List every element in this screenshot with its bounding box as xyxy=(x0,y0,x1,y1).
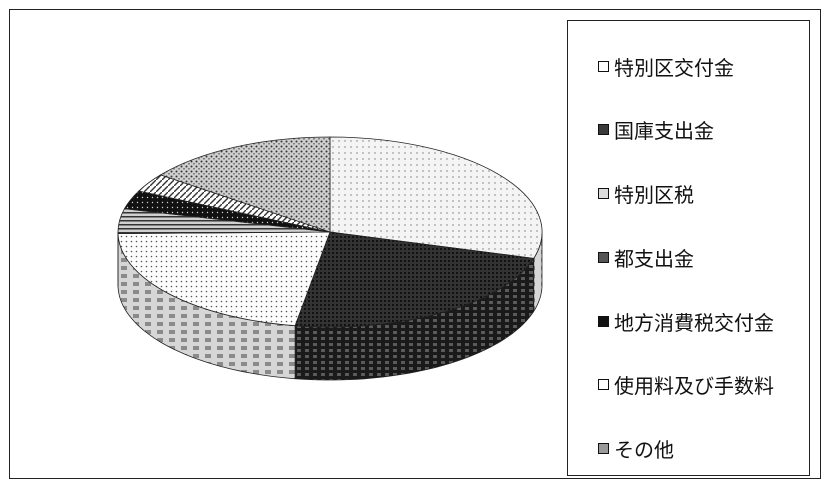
legend-label: 都支出金 xyxy=(614,246,694,271)
legend-item-other: その他 xyxy=(598,433,674,463)
legend-item-special-ward-grant: 特別区交付金 xyxy=(598,51,734,81)
legend-swatch xyxy=(598,123,609,135)
legend-swatch xyxy=(598,60,609,72)
legend-label: 特別区交付金 xyxy=(614,55,734,80)
pie-slices xyxy=(117,136,543,381)
legend-item-fees: 使用料及び手数料 xyxy=(598,369,774,399)
legend-swatch xyxy=(598,315,609,327)
legend-swatch xyxy=(598,251,609,263)
legend-label: 国庫支出金 xyxy=(614,118,714,143)
legend-label: その他 xyxy=(614,437,674,462)
chart-legend: 特別区交付金 国庫支出金特別区税都支出金地方消費税交付金 使用料及び手数料 その他 xyxy=(567,20,810,476)
legend-swatch xyxy=(598,187,609,199)
legend-label: 特別区税 xyxy=(614,182,694,207)
pie-slice-special-ward-grant xyxy=(329,136,543,259)
pie-slice-other xyxy=(159,136,331,233)
pie-chart xyxy=(117,136,543,381)
legend-swatch xyxy=(598,442,609,454)
legend-label: 使用料及び手数料 xyxy=(614,373,774,398)
legend-item-local-consumption-tax: 地方消費税交付金 xyxy=(598,306,774,336)
pie-slice-special-ward-tax xyxy=(117,231,331,327)
pie-slice-national-treasury xyxy=(294,231,535,328)
legend-swatch xyxy=(598,378,609,390)
legend-label: 地方消費税交付金 xyxy=(614,310,774,335)
legend-item-national-treasury: 国庫支出金 xyxy=(598,114,714,144)
legend-item-metro-expenditure: 都支出金 xyxy=(598,242,694,272)
legend-item-special-ward-tax: 特別区税 xyxy=(598,178,694,208)
